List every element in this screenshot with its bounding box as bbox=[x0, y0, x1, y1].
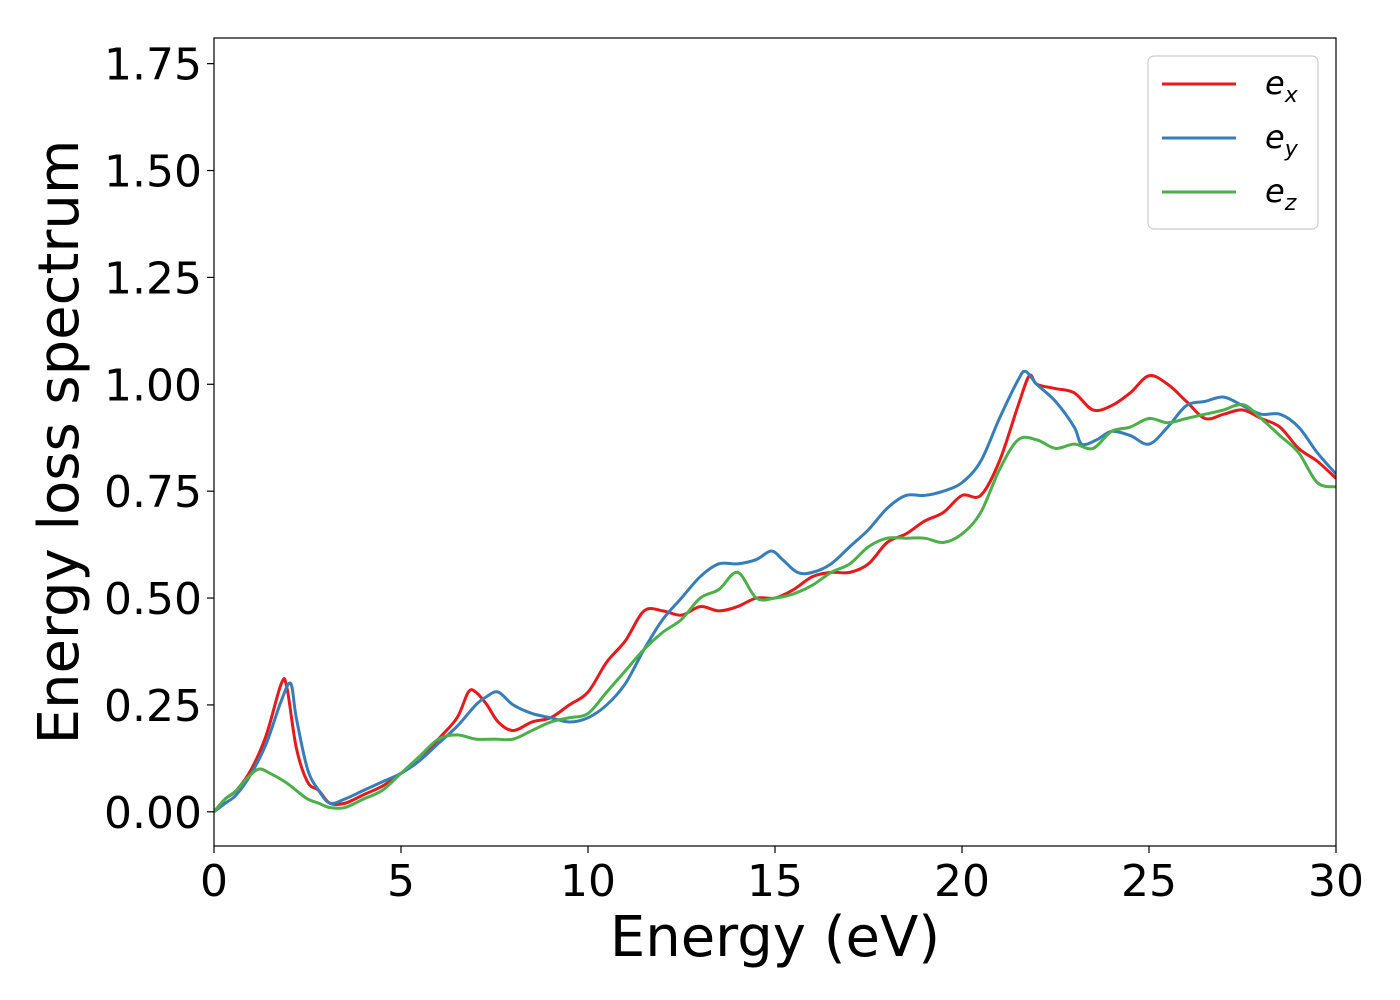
y-tick-label: 0.00 bbox=[104, 788, 202, 839]
legend-box bbox=[1147, 55, 1319, 230]
y-tick-label: 1.00 bbox=[104, 360, 202, 411]
x-tick-label: 5 bbox=[387, 856, 415, 907]
legend-label-ey: ey bbox=[1265, 118, 1299, 162]
x-tick-label: 25 bbox=[1121, 856, 1177, 907]
y-tick-label: 1.75 bbox=[104, 40, 202, 91]
plot-lines bbox=[214, 369, 1336, 813]
x-tick-label: 10 bbox=[560, 856, 616, 907]
x-tick-label: 30 bbox=[1308, 856, 1364, 907]
legend: ex ey ez bbox=[1147, 55, 1319, 230]
y-axis-label: Energy loss spectrum bbox=[27, 140, 92, 745]
x-axis: 0 5 10 15 20 25 30 bbox=[200, 846, 1364, 907]
x-tick-label: 20 bbox=[934, 856, 990, 907]
y-tick-label: 1.25 bbox=[104, 253, 202, 304]
legend-label-ez: ez bbox=[1265, 172, 1297, 216]
y-tick-label: 1.50 bbox=[104, 147, 202, 198]
x-tick-label: 0 bbox=[200, 856, 228, 907]
y-axis: 0.00 0.25 0.50 0.75 1.00 1.25 1.50 1.75 bbox=[104, 40, 214, 839]
x-axis-label: Energy (eV) bbox=[610, 905, 940, 970]
series-line-ez bbox=[214, 403, 1336, 813]
series-line-ey bbox=[214, 369, 1336, 813]
x-tick-label: 15 bbox=[747, 856, 803, 907]
y-tick-label: 0.50 bbox=[104, 574, 202, 625]
series-line-ex bbox=[214, 373, 1336, 813]
y-tick-label: 0.25 bbox=[104, 681, 202, 732]
y-tick-label: 0.75 bbox=[104, 467, 202, 518]
legend-label-ex: ex bbox=[1265, 64, 1299, 108]
